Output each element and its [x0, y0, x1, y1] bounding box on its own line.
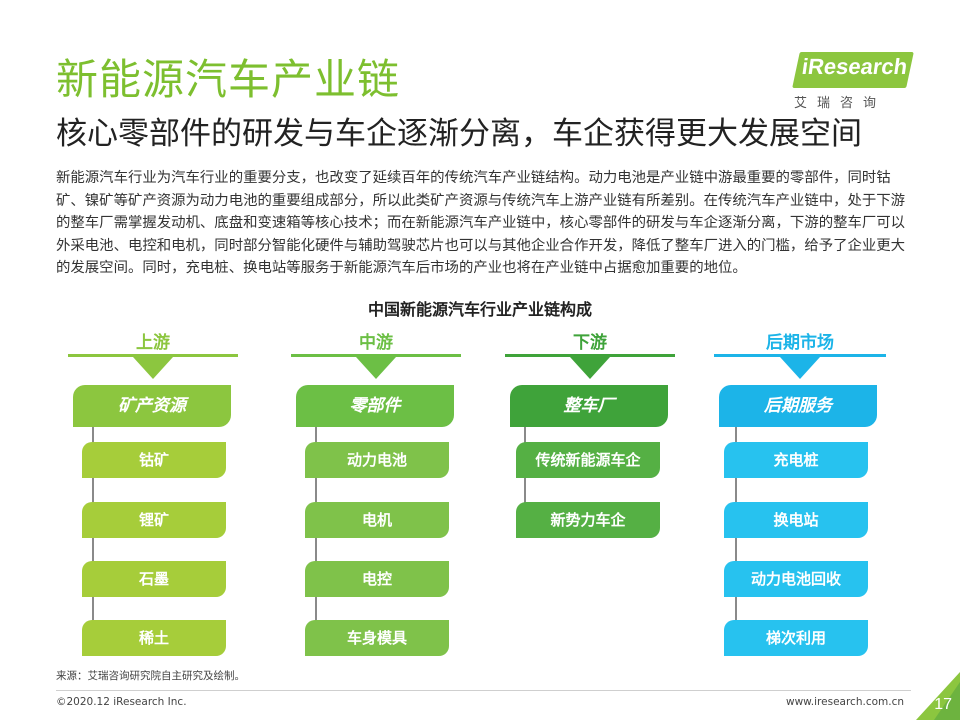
page-corner-decoration	[916, 672, 960, 720]
stage-label-upstream: 上游	[136, 333, 170, 353]
item-motor: 电机	[305, 502, 449, 538]
item-cascade-utilization: 梯次利用	[724, 620, 868, 656]
stage-arrow-upstream	[133, 357, 173, 379]
source-note: 来源：艾瑞咨询研究院自主研究及绘制。	[56, 670, 245, 682]
iresearch-logo: iResearch 艾瑞咨询	[786, 50, 916, 112]
item-battery-swap-station: 换电站	[724, 502, 868, 538]
footer-divider	[56, 690, 911, 691]
category-box-aftermarket: 后期服务	[719, 385, 877, 427]
item-new-force-ev-maker: 新势力车企	[516, 502, 660, 538]
stage-divider-upstream	[68, 354, 238, 357]
stage-arrow-aftermarket	[780, 357, 820, 379]
copyright-text: ©2020.12 iResearch Inc.	[56, 696, 187, 708]
stage-label-aftermarket: 后期市场	[766, 333, 834, 353]
item-electronic-control: 电控	[305, 561, 449, 597]
item-graphite: 石墨	[82, 561, 226, 597]
item-lithium: 锂矿	[82, 502, 226, 538]
item-power-battery: 动力电池	[305, 442, 449, 478]
item-traditional-ev-maker: 传统新能源车企	[516, 442, 660, 478]
page-title: 新能源汽车产业链	[56, 55, 401, 104]
item-cobalt: 钴矿	[82, 442, 226, 478]
category-box-upstream: 矿产资源	[73, 385, 231, 427]
item-rare-earth: 稀土	[82, 620, 226, 656]
website-link[interactable]: www.iresearch.com.cn	[786, 696, 905, 708]
diagram-title: 中国新能源汽车行业产业链构成	[367, 300, 592, 319]
stage-divider-aftermarket	[714, 354, 886, 357]
logo-brand-text: iResearch	[800, 54, 910, 79]
item-charging-pile: 充电桩	[724, 442, 868, 478]
item-body-mold: 车身模具	[305, 620, 449, 656]
category-box-midstream: 零部件	[296, 385, 454, 427]
stage-arrow-downstream	[570, 357, 610, 379]
stage-label-midstream: 中游	[359, 333, 393, 353]
page-number: 17	[934, 696, 952, 713]
intro-paragraph: 新能源汽车行业为汽车行业的重要分支，也改变了延续百年的传统汽车产业链结构。动力电…	[56, 170, 906, 276]
stage-divider-midstream	[291, 354, 461, 357]
stage-arrow-midstream	[356, 357, 396, 379]
category-box-downstream: 整车厂	[510, 385, 668, 427]
item-battery-recycling: 动力电池回收	[724, 561, 868, 597]
stage-divider-downstream	[505, 354, 675, 357]
logo-cn-text: 艾瑞咨询	[794, 96, 887, 111]
stage-label-downstream: 下游	[573, 333, 607, 353]
page-subtitle: 核心零部件的研发与车企逐渐分离，车企获得更大发展空间	[56, 116, 862, 152]
